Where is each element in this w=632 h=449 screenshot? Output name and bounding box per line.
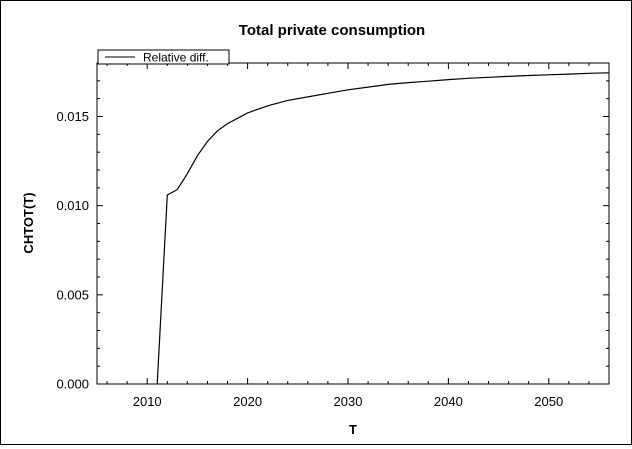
x-tick-label: 2050 [534, 394, 563, 409]
x-tick-label: 2030 [334, 394, 363, 409]
x-tick-label: 2020 [233, 394, 262, 409]
plot-border [96, 62, 610, 385]
y-axis-label: CHTOT(T) [21, 192, 36, 253]
legend-box [97, 49, 230, 65]
axis-ticks: 2010 2020 2030 2040 2050 0.000 0.005 0.010 0.015 [56, 62, 610, 409]
y-tick-label: 0.015 [56, 109, 89, 124]
legend: Relative diff. [97, 49, 230, 65]
series-line-relative-diff [156, 72, 610, 385]
x-tick-label: 2040 [434, 394, 463, 409]
y-tick-label: 0.005 [56, 287, 89, 302]
x-tick-label: 2010 [133, 394, 162, 409]
y-tick-label: 0.000 [56, 377, 89, 392]
series-layer [156, 72, 610, 385]
plot-area [96, 62, 610, 385]
y-tick-label: 0.010 [56, 198, 89, 213]
x-axis-label: T [349, 422, 357, 437]
legend-label: Relative diff. [143, 51, 209, 65]
chart-title: Total private consumption [239, 22, 425, 39]
